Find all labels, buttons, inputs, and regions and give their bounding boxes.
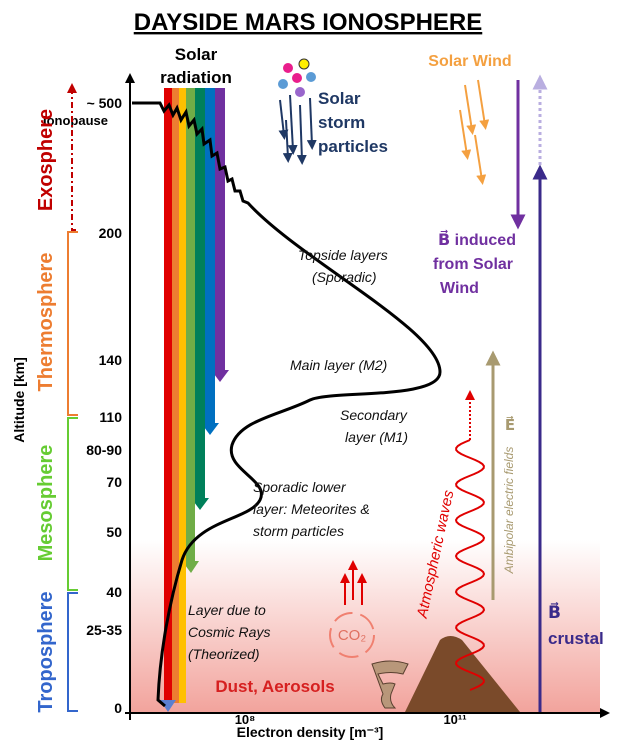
y-tick-label: 25-35 — [86, 622, 122, 638]
region: Thermosphere — [35, 253, 57, 392]
storm-particles — [278, 58, 317, 165]
annotation: Ambipolar electric fields — [502, 447, 516, 575]
label: Solar — [175, 45, 218, 64]
annotation: Topside layers — [298, 247, 388, 263]
ionopause: Ionopause — [43, 113, 108, 128]
label: B⃗ induced — [438, 229, 516, 249]
y-tick-label: 50 — [106, 524, 122, 540]
label: storm — [318, 113, 365, 132]
annotation: Layer due to — [188, 602, 266, 618]
annotation: (Theorized) — [188, 646, 260, 662]
density-curve — [132, 101, 442, 708]
label: crustal — [548, 629, 604, 648]
y-tick-label: 200 — [99, 225, 123, 241]
label: B⃗ — [548, 601, 561, 622]
annotation: Main layer (M2) — [290, 357, 387, 373]
annotation: Cosmic Rays — [188, 624, 270, 640]
region: Mesosphere — [35, 445, 57, 562]
label: particles — [318, 137, 388, 156]
atmospheric-waves — [454, 439, 486, 691]
radiation-bars — [160, 88, 229, 712]
y-tick-label: 140 — [99, 352, 123, 368]
x-tick: 10⁸ — [235, 712, 256, 727]
ground-haze — [130, 540, 600, 713]
e-field: E⃗ — [505, 415, 515, 434]
co2: CO₂ — [338, 627, 367, 644]
label: from Solar — [433, 256, 513, 273]
x-axis-label: Electron density [m⁻³] — [237, 724, 384, 740]
annotation: layer: Meteorites & — [253, 501, 370, 517]
y-axis-label: Altitude [km] — [11, 357, 27, 443]
annotation: Sporadic lower — [253, 479, 347, 495]
y-tick-label: 80-90 — [86, 442, 122, 458]
y-tick-label: 110 — [99, 409, 122, 425]
annotation: storm particles — [253, 523, 344, 539]
annotation: Secondary — [340, 407, 408, 423]
label: Wind — [440, 280, 479, 297]
solar-wind-arrows — [459, 79, 490, 185]
label: radiation — [160, 68, 232, 87]
title: DAYSIDE MARS IONOSPHERE — [134, 9, 483, 36]
y-tick-label: 70 — [106, 474, 122, 490]
y-tick-label: 0 — [114, 700, 122, 716]
volcano — [405, 636, 520, 712]
region: Troposphere — [35, 591, 57, 712]
label: Solar — [318, 89, 361, 108]
label: Solar Wind — [428, 53, 511, 70]
y-tick-label: ~ 500 — [87, 95, 123, 111]
annotation: layer (M1) — [345, 429, 408, 445]
annotation: (Sporadic) — [312, 269, 377, 285]
region: Exosphere — [35, 109, 57, 211]
annotation: Dust, Aerosols — [215, 677, 334, 696]
dust-devil — [371, 660, 409, 709]
y-tick-label: 40 — [106, 584, 122, 600]
co2-cycle — [329, 560, 375, 658]
x-tick: 10¹¹ — [443, 712, 466, 727]
